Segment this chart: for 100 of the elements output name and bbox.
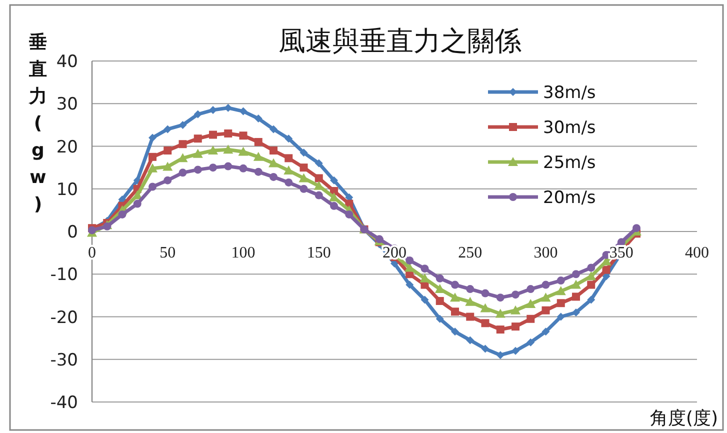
point [481,289,490,298]
x-tick-label: 300 [534,244,558,262]
point [510,305,520,314]
point [178,153,188,162]
point [224,129,232,138]
point [239,164,248,172]
point [495,308,506,318]
point [481,344,490,353]
x-tick-label: 50 [160,244,176,262]
point [406,256,414,264]
point [496,326,504,334]
point [450,292,460,302]
x-tick-label: 100 [231,244,256,262]
point [270,172,278,181]
point [209,106,217,114]
point [420,296,429,304]
y-tick-label: 10 [56,180,78,200]
point [496,294,504,302]
point [270,125,278,134]
point [480,303,490,312]
point [587,296,596,304]
point [298,173,309,182]
point [162,162,173,171]
point [133,200,142,208]
point [194,134,202,143]
point [178,168,187,177]
point [208,146,218,155]
point [451,308,459,316]
point [587,264,596,272]
point [329,192,339,202]
y-tick-label: -10 [50,265,78,286]
point [572,292,580,301]
point [284,134,293,143]
point [512,290,520,299]
point [466,312,474,321]
x-axis-title: 角度(度) [650,408,718,429]
point [451,280,459,289]
legend-label: 25m/s [543,153,596,173]
point [526,298,536,308]
point [239,132,248,140]
point [268,158,278,168]
point [253,152,264,161]
point [436,314,444,323]
point [330,202,338,210]
point [178,120,187,129]
point [192,148,203,158]
point [148,134,156,142]
point [556,299,565,308]
point [284,166,294,175]
point [148,182,156,191]
point [556,276,565,285]
point [496,351,504,360]
point [572,308,580,316]
point [572,270,580,278]
point [587,280,596,289]
point [540,292,551,302]
point [420,264,429,273]
x-tick-label: 0 [88,244,96,262]
point [571,280,581,289]
legend-label: 38m/s [543,83,596,103]
point [451,328,459,336]
point [164,125,172,134]
legend-label: 30m/s [543,118,596,138]
point [300,164,308,172]
point [164,176,172,184]
point [239,107,248,116]
y-tick-label: 20 [56,137,78,158]
point [465,296,476,306]
x-tick-label: 150 [306,244,331,262]
point [542,280,550,289]
point [223,144,234,154]
point [178,140,187,148]
point [466,336,474,344]
y-axis-title: 垂直力(gw) [28,32,47,215]
point [436,274,444,282]
point [224,162,232,170]
x-tick-label: 200 [382,244,406,262]
point [148,163,158,172]
point [300,148,308,157]
point [586,271,596,280]
legend-label: 20m/s [543,188,596,208]
point [314,174,323,182]
x-tick-label: 250 [458,244,482,262]
point [466,285,474,294]
y-tick-label: 30 [56,94,78,115]
point [314,159,323,168]
chart-title: 風速與垂直力之關係 [278,26,522,57]
point [406,280,414,289]
point [526,314,535,323]
point [556,312,565,321]
point [542,306,550,314]
point [330,176,338,184]
point [556,286,566,296]
y-tick-label: -20 [50,308,78,328]
point [254,138,262,146]
y-tick-label: -30 [50,350,78,370]
point [434,284,445,294]
point [314,191,323,200]
point [270,146,278,155]
point [512,322,520,331]
